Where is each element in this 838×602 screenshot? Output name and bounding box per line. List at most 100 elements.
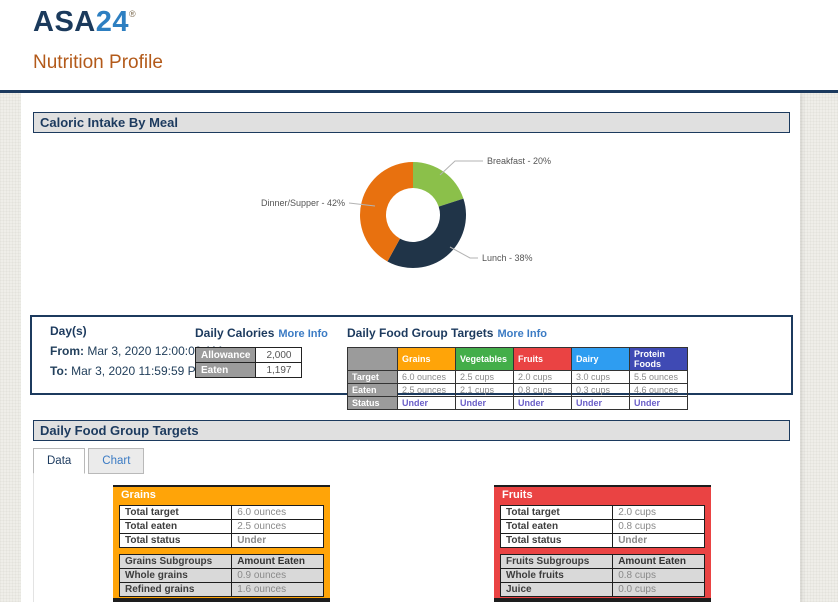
daily-calories-more-info-link[interactable]: More Info bbox=[278, 328, 328, 340]
days-to-label: To: bbox=[50, 364, 68, 378]
fruits-total-target-label: Total target bbox=[499, 505, 614, 520]
logo-text-24: 24 bbox=[95, 6, 129, 38]
days-from-label: From: bbox=[50, 344, 84, 358]
fruits-total-target-value: 2.0 cups bbox=[612, 505, 705, 520]
callout-label-breakfast: Breakfast - 20% bbox=[487, 156, 551, 166]
grains-total-target-value: 6.0 ounces bbox=[231, 505, 324, 520]
table-row: Refined grains 1.6 ounces bbox=[118, 582, 324, 597]
logo-text-asa: ASA bbox=[33, 6, 96, 38]
grains-amount-eaten-header: Amount Eaten bbox=[231, 554, 324, 569]
grains-subgroups-table: Grains Subgroups Amount Eaten Whole grai… bbox=[118, 554, 324, 597]
daily-calories-table: Allowance 2,000 Eaten 1,197 bbox=[194, 347, 303, 378]
allowance-row: Allowance 2,000 bbox=[194, 347, 303, 363]
juice-label: Juice bbox=[499, 582, 614, 597]
donut-chart-svg: Breakfast - 20% Lunch - 38% Dinner/Suppe… bbox=[261, 156, 551, 269]
table-row: Whole grains 0.9 ounces bbox=[118, 568, 324, 583]
daily-calories-title: Daily Calories bbox=[195, 326, 275, 340]
col-header-vegetables: Vegetables bbox=[455, 347, 514, 371]
col-header-fruits: Fruits bbox=[513, 347, 572, 371]
tab-data[interactable]: Data bbox=[33, 448, 86, 474]
target-row-label: Target bbox=[347, 370, 398, 384]
status-grains: Under bbox=[397, 396, 456, 410]
table-row: Fruits Subgroups Amount Eaten bbox=[499, 554, 705, 569]
status-fruits: Under bbox=[513, 396, 572, 410]
grains-total-status-label: Total status bbox=[118, 533, 233, 548]
grains-card-title: Grains bbox=[121, 489, 156, 501]
status-protein: Under bbox=[629, 396, 688, 410]
daily-calories-column: Daily Calories More Info Allowance 2,000 … bbox=[194, 324, 328, 378]
days-from-value: Mar 3, 2020 12:00:00 AM bbox=[87, 344, 223, 358]
eaten-dairy: 0.3 cups bbox=[571, 383, 630, 397]
table-row: Total eaten 2.5 ounces bbox=[118, 519, 324, 534]
slice-dinner bbox=[360, 162, 413, 262]
section-header-daily-targets: Daily Food Group Targets bbox=[33, 420, 790, 441]
registered-mark-icon: ® bbox=[129, 9, 137, 19]
days-from-line: From: Mar 3, 2020 12:00:00 AM bbox=[50, 344, 222, 358]
eaten-row-label: Eaten bbox=[347, 383, 398, 397]
app-header: ASA24® Nutrition Profile bbox=[0, 0, 838, 90]
eaten-protein: 4.6 ounces bbox=[629, 383, 688, 397]
days-to-line: To: Mar 3, 2020 11:59:59 PM bbox=[50, 364, 222, 378]
callout-line-breakfast bbox=[439, 160, 483, 176]
col-header-protein: Protein Foods bbox=[629, 347, 688, 371]
grains-total-status-value: Under bbox=[231, 533, 324, 548]
status-dairy: Under bbox=[571, 396, 630, 410]
allowance-value: 2,000 bbox=[255, 347, 303, 363]
table-row: Whole fruits 0.8 cups bbox=[499, 568, 705, 583]
summary-box: Day(s) From: Mar 3, 2020 12:00:00 AM To:… bbox=[30, 315, 793, 410]
days-column: Day(s) From: Mar 3, 2020 12:00:00 AM To:… bbox=[50, 324, 222, 378]
grains-subgroups-header: Grains Subgroups bbox=[118, 554, 233, 569]
fruits-total-status-label: Total status bbox=[499, 533, 614, 548]
whole-fruits-label: Whole fruits bbox=[499, 568, 614, 583]
slice-breakfast bbox=[413, 162, 464, 207]
table-row: Juice 0.0 cups bbox=[499, 582, 705, 597]
days-to-value: Mar 3, 2020 11:59:59 PM bbox=[71, 364, 206, 378]
food-targets-column: Daily Food Group Targets More Info Grains… bbox=[347, 324, 688, 410]
whole-grains-value: 0.9 ounces bbox=[231, 568, 324, 583]
grains-totals-table: Total target 6.0 ounces Total eaten 2.5 … bbox=[118, 505, 324, 548]
whole-fruits-value: 0.8 cups bbox=[612, 568, 705, 583]
food-targets-title: Daily Food Group Targets bbox=[347, 326, 494, 340]
table-row: Total eaten 0.8 cups bbox=[499, 519, 705, 534]
fruits-card-title: Fruits bbox=[502, 489, 533, 501]
grains-total-eaten-value: 2.5 ounces bbox=[231, 519, 324, 534]
data-tab-panel bbox=[33, 474, 791, 602]
callout-label-dinner: Dinner/Supper - 42% bbox=[261, 198, 345, 208]
allowance-label: Allowance bbox=[194, 347, 257, 363]
food-targets-more-info-link[interactable]: More Info bbox=[497, 328, 547, 340]
target-row: Target 6.0 ounces 2.5 cups 2.0 cups 3.0 … bbox=[347, 370, 688, 384]
eaten-value: 1,197 bbox=[255, 362, 303, 378]
col-header-dairy: Dairy bbox=[571, 347, 630, 371]
status-vegetables: Under bbox=[455, 396, 514, 410]
juice-value: 0.0 cups bbox=[612, 582, 705, 597]
slice-lunch bbox=[387, 198, 467, 269]
fruits-total-eaten-value: 0.8 cups bbox=[612, 519, 705, 534]
callout-line-dinner bbox=[348, 202, 376, 207]
grains-total-eaten-label: Total eaten bbox=[118, 519, 233, 534]
table-row: Total target 6.0 ounces bbox=[118, 505, 324, 520]
whole-grains-label: Whole grains bbox=[118, 568, 233, 583]
fruits-subgroups-table: Fruits Subgroups Amount Eaten Whole frui… bbox=[499, 554, 705, 597]
fruits-amount-eaten-header: Amount Eaten bbox=[612, 554, 705, 569]
eaten-fruits: 0.8 cups bbox=[513, 383, 572, 397]
target-fruits: 2.0 cups bbox=[513, 370, 572, 384]
target-protein: 5.5 ounces bbox=[629, 370, 688, 384]
eaten-label: Eaten bbox=[194, 362, 257, 378]
status-row-label: Status bbox=[347, 396, 398, 410]
target-grains: 6.0 ounces bbox=[397, 370, 456, 384]
refined-grains-label: Refined grains bbox=[118, 582, 233, 597]
refined-grains-value: 1.6 ounces bbox=[231, 582, 324, 597]
next-card-top-edge bbox=[494, 598, 711, 602]
fruits-card: Fruits Total target 2.0 cups Total eaten… bbox=[494, 485, 711, 602]
food-targets-header-row: Grains Vegetables Fruits Dairy Protein F… bbox=[347, 347, 688, 371]
asa24-logo: ASA24® bbox=[33, 6, 136, 39]
col-header-grains: Grains bbox=[397, 347, 456, 371]
table-row: Total target 2.0 cups bbox=[499, 505, 705, 520]
next-card-top-edge bbox=[113, 598, 330, 602]
eaten-vegetables: 2.1 cups bbox=[455, 383, 514, 397]
tab-chart[interactable]: Chart bbox=[88, 448, 145, 474]
fruits-total-status-value: Under bbox=[612, 533, 705, 548]
callout-label-lunch: Lunch - 38% bbox=[482, 253, 533, 263]
section-header-caloric-intake: Caloric Intake By Meal bbox=[33, 112, 790, 133]
